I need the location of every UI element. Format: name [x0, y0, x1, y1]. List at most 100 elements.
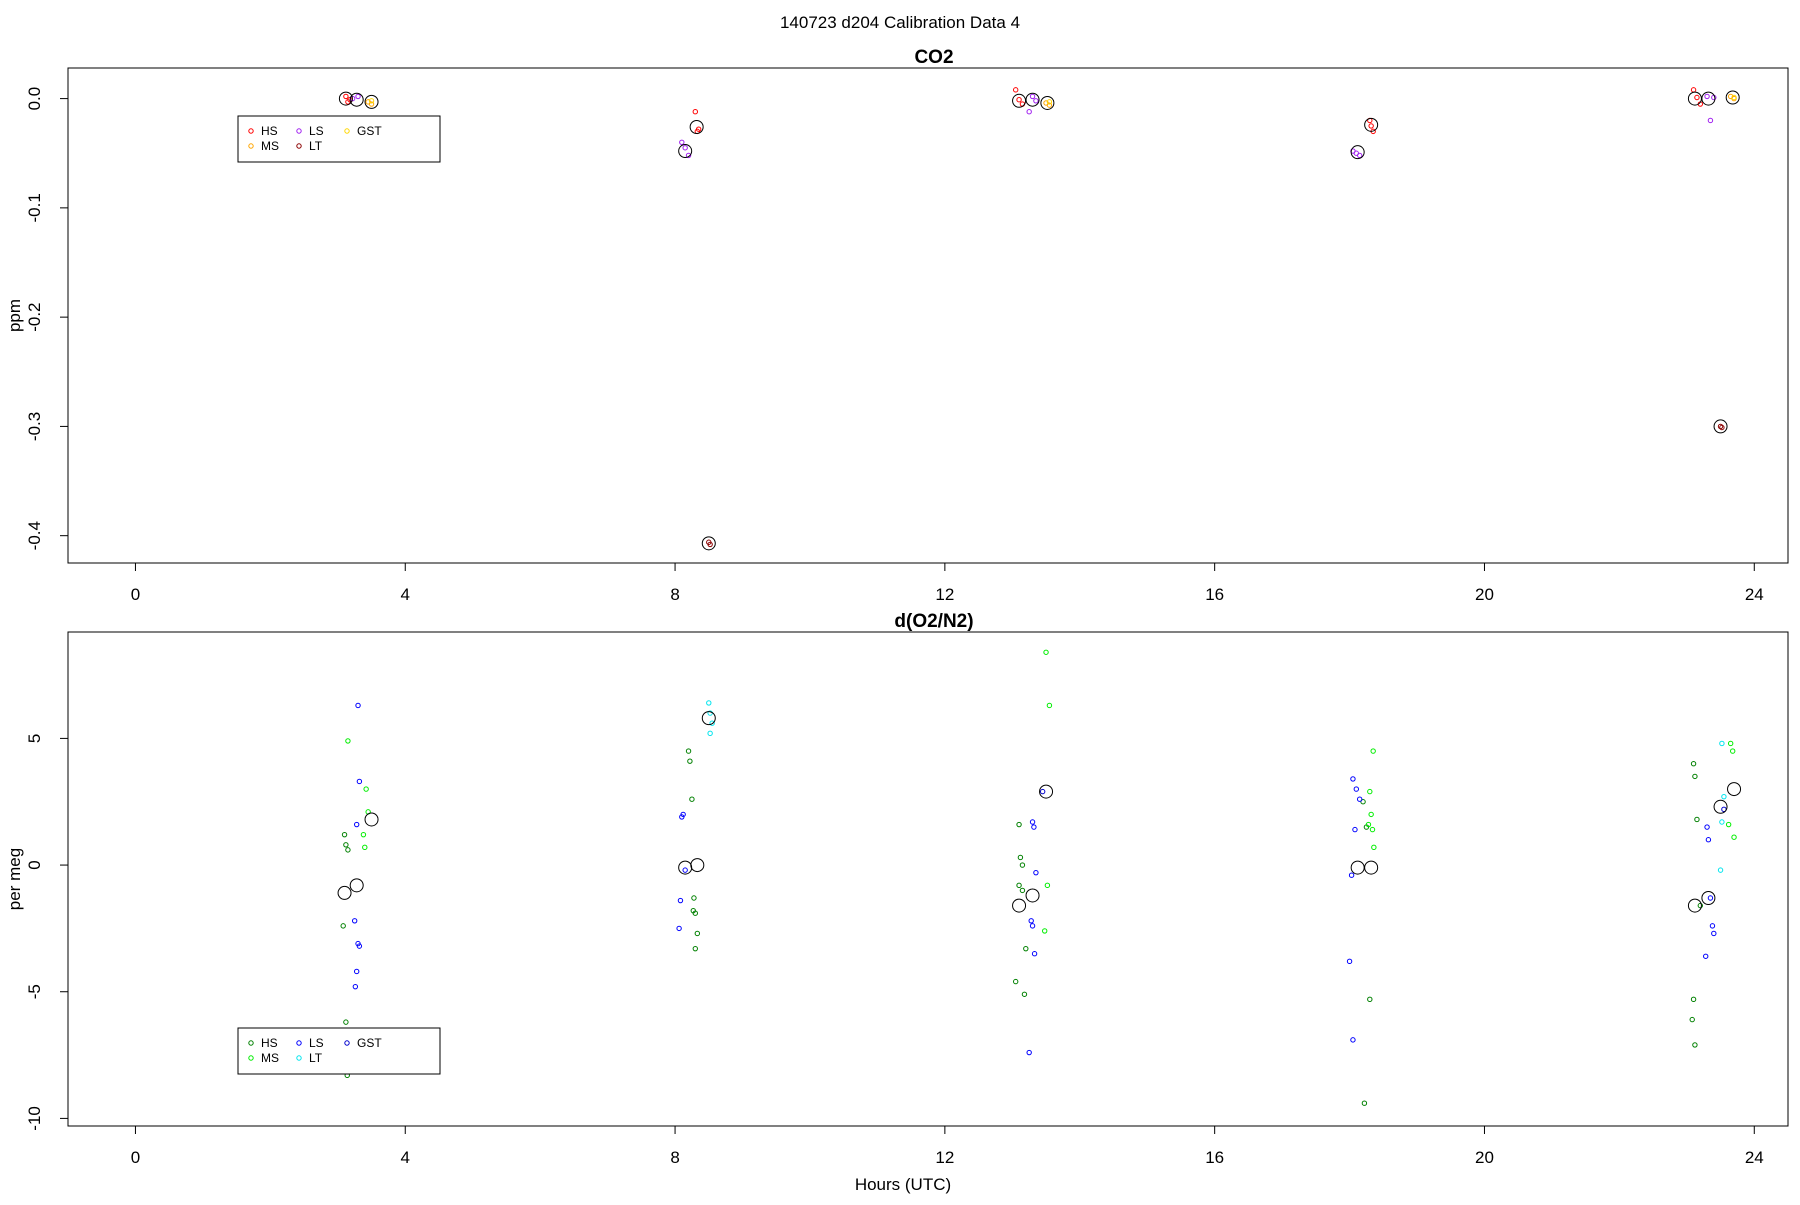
data-point [707, 730, 713, 737]
data-point [1721, 793, 1727, 800]
mean-marker [364, 812, 379, 827]
data-point [1690, 87, 1697, 93]
mean-marker [1350, 145, 1365, 160]
y-tick-label: 0.0 [25, 87, 44, 111]
data-point [1692, 773, 1698, 780]
data-point [1046, 702, 1053, 709]
series-lt [706, 700, 1727, 873]
x-axis: 0 4 8 12 16 20 24 [131, 1125, 1764, 1167]
mean-marker [701, 536, 716, 551]
legend-item-gst: GST [344, 1036, 382, 1050]
legend-item-ls: LS [296, 1036, 324, 1050]
mean-marker [1713, 419, 1728, 434]
data-point [1023, 945, 1029, 952]
data-point [1017, 854, 1024, 861]
data-point [1021, 991, 1028, 997]
legend: HS LS GST MS LT [237, 115, 441, 163]
legend-box [237, 115, 441, 163]
y-tick-label: -5 [25, 984, 44, 999]
panel-co2: CO2 0 4 8 12 16 20 24 0.0 -0.1 -0.2 -0.3 -0.4 ppm HS LS… [5, 47, 1789, 604]
data-point [1029, 923, 1036, 929]
data-point [1028, 918, 1034, 924]
legend-item-gst: GST [344, 124, 382, 138]
y-tick-label: -10 [25, 1106, 44, 1131]
y-axis-label: per meg [5, 848, 24, 910]
data-point [368, 98, 375, 104]
mean-marker [1039, 784, 1054, 799]
y-axis: 5 0 -5 -10 per meg [5, 734, 69, 1131]
series-ms [365, 93, 1737, 108]
data-point [1729, 748, 1736, 754]
legend-swatch [248, 1040, 254, 1046]
data-point [1026, 109, 1032, 115]
data-point [709, 720, 715, 726]
data-point [1370, 748, 1376, 754]
legend-label: MS [261, 1051, 279, 1065]
data-point [1348, 872, 1355, 878]
data-point [1012, 978, 1019, 985]
mean-marker [1701, 891, 1716, 905]
data-point [1041, 928, 1048, 934]
mean-marker [1727, 782, 1742, 797]
panel-o2: d(O2/N2) 0 4 8 12 16 20 24 5 0 -5 -10 per meg HS LS GST… [5, 611, 1789, 1167]
series-ls [349, 93, 1717, 159]
legend-item-ms: MS [248, 139, 279, 153]
data-point [679, 139, 685, 146]
y-tick-label: -0.2 [25, 302, 44, 331]
mean-marker [1025, 888, 1040, 903]
data-point [682, 867, 688, 873]
data-point [353, 821, 360, 828]
data-point [1707, 895, 1714, 901]
mean-marker [364, 94, 379, 109]
y-tick-label: -0.1 [25, 193, 44, 222]
mean-marker [1025, 92, 1040, 107]
x-tick-label: 4 [401, 585, 410, 604]
legend-item-hs: HS [248, 1036, 278, 1050]
data-point [1704, 93, 1710, 100]
legend-item-ms: MS [248, 1051, 279, 1065]
data-point [1046, 99, 1053, 105]
data-point [1019, 887, 1026, 894]
mean-marker [690, 858, 705, 873]
data-point [1711, 930, 1717, 937]
data-point [1031, 951, 1038, 957]
mean-marker [701, 711, 716, 726]
data-point [340, 923, 346, 929]
data-point [1368, 811, 1374, 818]
data-point [351, 918, 358, 924]
data-point [1367, 788, 1373, 795]
data-point [355, 93, 361, 100]
mean-marker [349, 878, 364, 893]
data-point [1033, 869, 1039, 876]
data-point [1029, 93, 1036, 100]
mean-marker [1701, 91, 1716, 106]
legend-swatch [248, 143, 254, 149]
mean-markers [337, 711, 1742, 913]
data-point [690, 907, 696, 914]
data-point [1352, 826, 1358, 833]
legend-swatch [296, 143, 302, 149]
data-point [685, 748, 692, 754]
data-point [1719, 819, 1725, 825]
legend-label: MS [261, 139, 279, 153]
mean-marker [1687, 898, 1702, 913]
data-point [1029, 819, 1036, 825]
data-point [1019, 862, 1026, 868]
x-tick-label: 20 [1475, 585, 1494, 604]
data-point [356, 778, 363, 785]
data-point [1353, 786, 1360, 792]
series-hs [343, 87, 1704, 135]
mean-marker [1012, 93, 1027, 108]
data-point [1694, 94, 1700, 101]
data-point [1016, 96, 1022, 103]
data-point [343, 1019, 349, 1025]
data-point [1012, 87, 1019, 93]
data-point [1368, 123, 1374, 129]
data-point [1360, 799, 1366, 805]
mean-marker [1725, 90, 1740, 105]
legend-label: LS [309, 1036, 324, 1050]
legend-swatch [344, 1040, 350, 1046]
legend-swatch [296, 1040, 302, 1046]
data-point [355, 702, 361, 709]
